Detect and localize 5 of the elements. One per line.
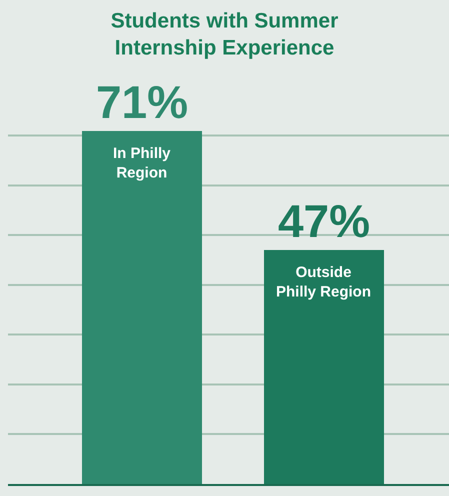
chart-title: Students with Summer Internship Experience bbox=[110, 9, 338, 60]
x-tick-label: Outside Philly Region bbox=[276, 264, 372, 300]
x-tick-label: In Philly Region bbox=[113, 145, 172, 182]
data-label: 71% bbox=[96, 76, 188, 128]
data-label: 47% bbox=[278, 195, 370, 247]
